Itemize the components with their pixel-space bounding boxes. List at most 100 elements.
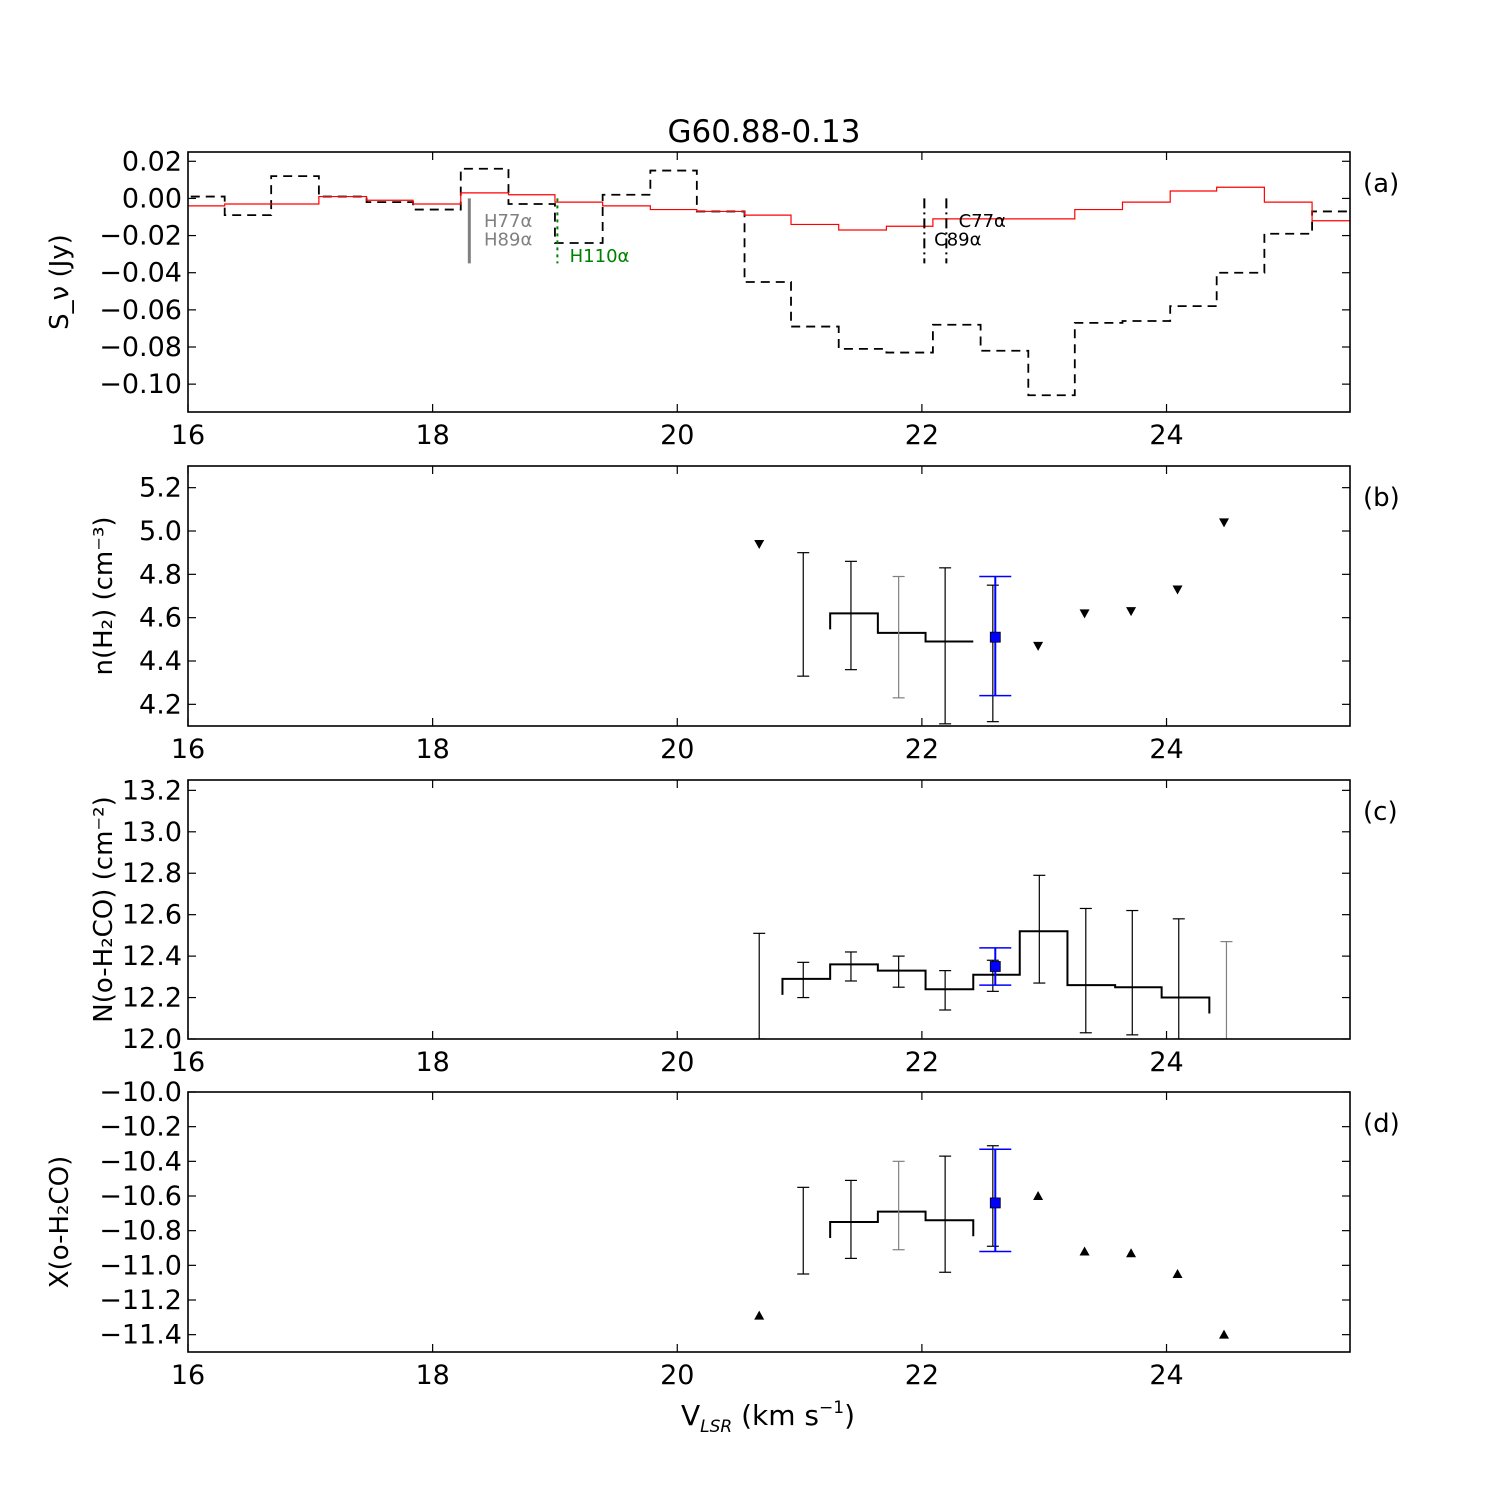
y-tick-label: −10.2	[99, 1112, 182, 1143]
y-tick-label: 12.6	[122, 900, 182, 931]
y-axis-label: n(H₂) (cm⁻³)	[89, 516, 119, 675]
x-tick-label: 22	[905, 734, 939, 765]
y-tick-label: 0.02	[122, 146, 182, 177]
plot-frame	[187, 779, 1351, 1040]
upper-limit-marker	[1172, 585, 1183, 595]
y-tick-label: 4.2	[139, 689, 182, 720]
annotation-label: H110α	[570, 246, 630, 267]
x-tick-label: 24	[1149, 420, 1183, 451]
y-tick-label: 12.2	[122, 983, 182, 1014]
panel-label: (d)	[1363, 1109, 1400, 1139]
x-tick-label: 22	[905, 420, 939, 451]
lower-limit-marker	[1126, 1248, 1137, 1258]
y-tick-label: 4.4	[139, 646, 182, 677]
highlight-point	[989, 1197, 1001, 1209]
panel-b: 16 18 20 22 24 4.2 4.4 4.6 4.8 5.0 5.2 n(H₂) (cm⁻³)…	[89, 465, 1400, 765]
y-tick-label: −0.06	[99, 295, 182, 326]
x-tick-label: 20	[660, 734, 694, 765]
x-tick-label: 22	[905, 1360, 939, 1391]
y-tick-label: −0.08	[99, 332, 182, 363]
x-tick-label: 24	[1149, 1360, 1183, 1391]
y-tick-label: −10.8	[99, 1216, 182, 1247]
annotation-label: H77α	[484, 211, 532, 232]
upper-limit-marker	[1219, 518, 1230, 528]
y-tick-label: 0.00	[122, 183, 182, 214]
plot-frame	[187, 151, 1351, 413]
y-tick-label: −11.4	[99, 1320, 182, 1351]
x-tick-label: 18	[415, 420, 449, 451]
x-axis-label-close: )	[844, 1399, 855, 1432]
x-axis-label-sub: LSR	[700, 1417, 732, 1437]
lower-limit-marker	[754, 1310, 765, 1320]
x-tick-label: 18	[415, 1360, 449, 1391]
plot-frame	[187, 1091, 1351, 1353]
x-tick-label: 18	[415, 1047, 449, 1078]
plot-area-b	[754, 518, 1230, 725]
panel-d: 16 18 20 22 24 −10.0 −10.2−10.4 −10.6 −10.8−11.0…	[45, 1077, 1400, 1391]
highlight-point	[989, 961, 1001, 972]
upper-limit-marker	[1126, 607, 1137, 617]
upper-limit-marker	[754, 540, 765, 549]
step-curve	[781, 930, 1211, 1014]
lower-limit-marker	[1033, 1191, 1044, 1200]
y-tick-label: −0.02	[99, 221, 182, 252]
x-tick-label: 20	[660, 420, 694, 451]
y-tick-label: −0.10	[99, 369, 182, 400]
upper-limit-marker	[1079, 609, 1090, 619]
lower-limit-marker	[1079, 1246, 1090, 1256]
series-line-red	[188, 186, 1350, 231]
y-tick-label: 13.2	[122, 775, 182, 806]
y-tick-label: 5.0	[139, 516, 182, 547]
step-curve	[829, 612, 974, 643]
y-axis-label: N(o-H₂CO) (cm⁻²)	[89, 796, 119, 1022]
panel-label: (c)	[1363, 797, 1398, 827]
plot-area-c	[753, 874, 1233, 1039]
y-tick-label: 13.0	[122, 817, 182, 848]
x-tick-label: 24	[1149, 734, 1183, 765]
x-tick-label: 22	[905, 1047, 939, 1078]
x-tick-label: 24	[1149, 1047, 1183, 1078]
y-tick-label: −11.0	[99, 1250, 182, 1281]
step-curve	[829, 1210, 975, 1238]
y-axis-label: X(o-H₂CO)	[45, 1156, 75, 1288]
y-tick-label: −11.2	[99, 1285, 182, 1316]
panel-c: 16 18 20 22 24 12.0 12.2 12.4 12.6 12.8 13.0 13.2N(…	[89, 775, 1398, 1078]
annotation-label: C89α	[934, 229, 981, 250]
lower-limit-marker	[1172, 1269, 1183, 1278]
y-tick-label: 12.4	[122, 941, 182, 972]
plot-area-d	[754, 1145, 1230, 1339]
x-axis-label-main: V	[681, 1399, 700, 1432]
y-tick-label: 12.8	[122, 858, 182, 889]
annotation-label: H89α	[484, 229, 532, 250]
y-tick-label: −10.6	[99, 1181, 182, 1212]
y-tick-label: 4.6	[139, 603, 182, 634]
x-tick-label: 20	[660, 1360, 694, 1391]
x-tick-label: 16	[171, 1360, 205, 1391]
x-tick-label: 18	[415, 734, 449, 765]
chart-title: G60.88-0.13	[668, 114, 861, 150]
panel-label: (b)	[1363, 483, 1400, 513]
y-axis-label: S_ν (Jy)	[45, 234, 75, 330]
x-tick-label: 16	[171, 420, 205, 451]
y-tick-label: 4.8	[139, 559, 182, 590]
x-axis-label-sup: −1	[819, 1398, 844, 1418]
lower-limit-marker	[1219, 1329, 1230, 1339]
x-tick-label: 16	[171, 734, 205, 765]
highlight-point	[989, 631, 1001, 643]
y-tick-label: −0.04	[99, 258, 182, 289]
y-tick-label: 5.2	[139, 473, 182, 504]
y-tick-label: −10.0	[99, 1077, 182, 1108]
upper-limit-marker	[1033, 641, 1044, 651]
x-tick-label: 16	[171, 1047, 205, 1078]
y-tick-label: 12.0	[122, 1024, 182, 1055]
plot-frame	[187, 465, 1351, 727]
x-tick-label: 20	[660, 1047, 694, 1078]
annotation-label: C77α	[959, 211, 1006, 232]
y-tick-label: −10.4	[99, 1146, 182, 1177]
series-line-dashed	[188, 167, 1350, 397]
x-axis-label-unit: (km s	[732, 1399, 819, 1432]
